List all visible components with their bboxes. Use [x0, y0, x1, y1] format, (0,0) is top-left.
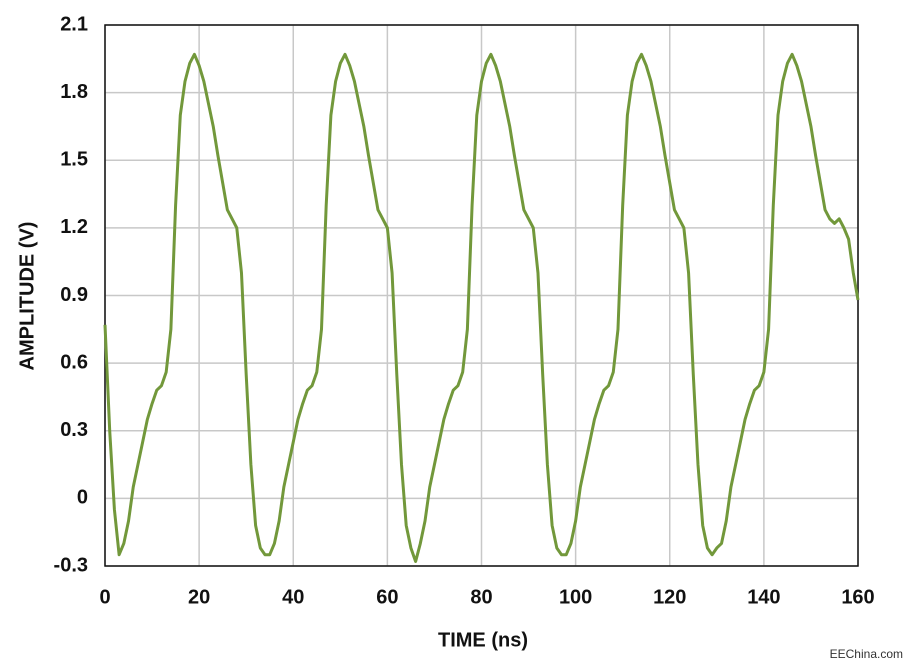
x-tick-label: 80	[470, 586, 492, 608]
x-tick-label: 60	[376, 586, 398, 608]
y-axis-label: AMPLITUDE (V)	[16, 222, 38, 371]
watermark: EEChina.com	[830, 647, 903, 661]
y-tick-label: 0	[77, 487, 88, 509]
x-tick-label: 120	[653, 586, 686, 608]
y-tick-label: 0.6	[60, 351, 88, 373]
x-axis-label: TIME (ns)	[438, 629, 528, 651]
y-tick-label: 1.5	[60, 149, 88, 171]
x-tick-label: 140	[747, 586, 780, 608]
y-tick-label: 1.8	[60, 81, 88, 103]
y-tick-label: 1.2	[60, 216, 88, 238]
y-tick-label: 2.1	[60, 13, 88, 35]
x-tick-label: 100	[559, 586, 592, 608]
x-tick-label: 0	[99, 586, 110, 608]
y-tick-label: 0.3	[60, 419, 88, 441]
x-tick-label: 40	[282, 586, 304, 608]
data-line	[103, 52, 860, 563]
x-tick-label: 160	[841, 586, 874, 608]
y-tick-label: 0.9	[60, 284, 88, 306]
y-tick-label: -0.3	[54, 554, 88, 576]
x-tick-label: 20	[188, 586, 210, 608]
